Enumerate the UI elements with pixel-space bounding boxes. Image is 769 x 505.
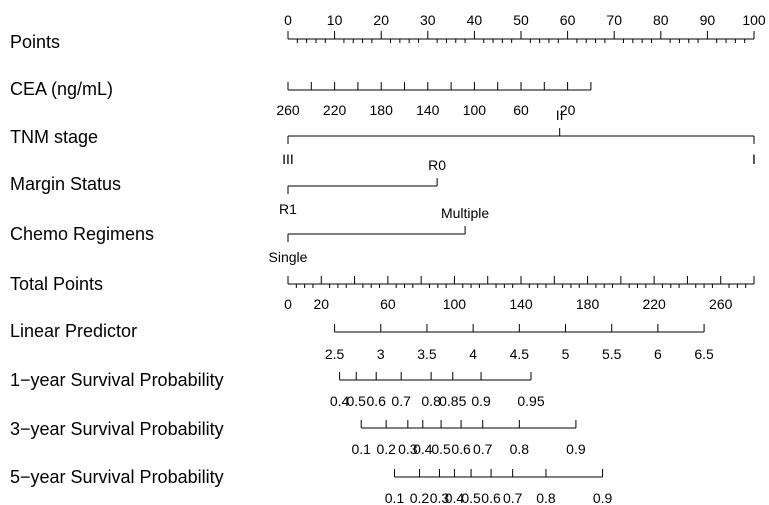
tick-label: 3.5 (417, 346, 437, 362)
row-label-lp: Linear Predictor (10, 321, 137, 341)
tick-label: 0.4 (330, 393, 350, 409)
tick-label: 0.5 (431, 441, 451, 457)
tick-label: 6 (654, 346, 662, 362)
tick-label: 90 (700, 12, 716, 28)
level-label: R0 (428, 157, 446, 173)
tick-label: 30 (420, 12, 436, 28)
tick-label: 40 (467, 12, 483, 28)
tick-label: 0.7 (503, 490, 523, 505)
tick-label: 0.6 (366, 393, 386, 409)
row-label-total: Total Points (10, 274, 103, 294)
row-margin: Margin Status R1 R0 (10, 157, 446, 217)
level-label: R1 (279, 201, 297, 217)
row-label-margin: Margin Status (10, 174, 121, 194)
tick-label: 180 (576, 296, 600, 312)
tick-label: 180 (370, 102, 394, 118)
tick-label: 0.8 (536, 490, 556, 505)
level-label: I (752, 151, 756, 167)
tick-label: 220 (642, 296, 666, 312)
tick-label: 0.7 (391, 393, 411, 409)
tick-label: 0.3 (398, 441, 418, 457)
tick-label: 0 (284, 12, 292, 28)
level-label: III (282, 151, 294, 167)
tick-label: 6.5 (694, 346, 714, 362)
row-label-chemo: Chemo Regimens (10, 224, 154, 244)
tick-label: 0.85 (439, 393, 466, 409)
tick-label: 2.5 (325, 346, 345, 362)
tick-label: 0.3 (430, 490, 450, 505)
tick-label: 60 (380, 296, 396, 312)
tick-label: 140 (509, 296, 533, 312)
tick-label: 0.2 (376, 441, 396, 457)
row-chemo: Chemo Regimens Single Multiple (10, 205, 489, 265)
tick-label: 0.5 (347, 393, 367, 409)
tick-label: 0.5 (461, 490, 481, 505)
row-points: Points 0 10 20 30 40 50 60 70 80 90 100 (10, 12, 766, 52)
row-lp: Linear Predictor 2.5 3 3.5 4 4.5 5 5.5 6 6.5 (10, 321, 714, 362)
tick-label: 60 (513, 102, 529, 118)
row-label-surv5: 5−year Survival Probability (10, 467, 224, 487)
row-label-surv1: 1−year Survival Probability (10, 370, 224, 390)
tick-label: 5.5 (602, 346, 622, 362)
tick-label: 0.8 (421, 393, 441, 409)
tick-label: 80 (653, 12, 669, 28)
tick-label: 0.4 (413, 441, 433, 457)
tick-label: 50 (513, 12, 529, 28)
tick-label: 5 (562, 346, 570, 362)
tick-label: 260 (709, 296, 733, 312)
tick-label: 0.1 (351, 441, 371, 457)
tick-label: 0.9 (566, 441, 586, 457)
row-cea: CEA (ng/mL) 260 220 180 140 100 60 20 (10, 79, 592, 118)
row-label-surv3: 3−year Survival Probability (10, 419, 224, 439)
tick-label: 3 (377, 346, 385, 362)
tick-label: 0.7 (473, 441, 493, 457)
row-label-points: Points (10, 32, 60, 52)
tick-label: 0.8 (510, 441, 530, 457)
tick-label: 0.1 (385, 490, 405, 505)
tick-label: 100 (443, 296, 467, 312)
tick-label: 140 (416, 102, 440, 118)
tick-label: 0.9 (471, 393, 491, 409)
tick-label: 10 (327, 12, 343, 28)
tick-label: 4 (469, 346, 477, 362)
level-label: Multiple (441, 205, 489, 221)
tick-label: 0.4 (445, 490, 465, 505)
tick-label: 0 (284, 296, 292, 312)
row-total: Total Points 0 20 60 100 140 180 220 260 (10, 274, 755, 312)
tick-label: 60 (560, 12, 576, 28)
tick-label: 4.5 (510, 346, 530, 362)
tick-label: 260 (276, 102, 300, 118)
level-label: Single (269, 249, 308, 265)
tick-label: 20 (313, 296, 329, 312)
row-label-cea: CEA (ng/mL) (10, 79, 113, 99)
row-surv1: 1−year Survival Probability 0.40.5 0.6 0.7 0… (10, 370, 545, 409)
tick-label: 0.95 (517, 393, 544, 409)
tick-label: 20 (373, 12, 389, 28)
tick-label: 220 (323, 102, 347, 118)
tick-label: 0.9 (593, 490, 613, 505)
tick-label: 100 (742, 12, 766, 28)
tick-label: 0.6 (481, 490, 501, 505)
tick-label: 0.6 (451, 441, 471, 457)
tick-label: 100 (463, 102, 487, 118)
tick-label: 0.2 (410, 490, 430, 505)
tick-label: 20 (560, 102, 576, 118)
level-label: II (556, 107, 564, 123)
row-label-tnm: TNM stage (10, 127, 98, 147)
tick-label: 70 (606, 12, 622, 28)
